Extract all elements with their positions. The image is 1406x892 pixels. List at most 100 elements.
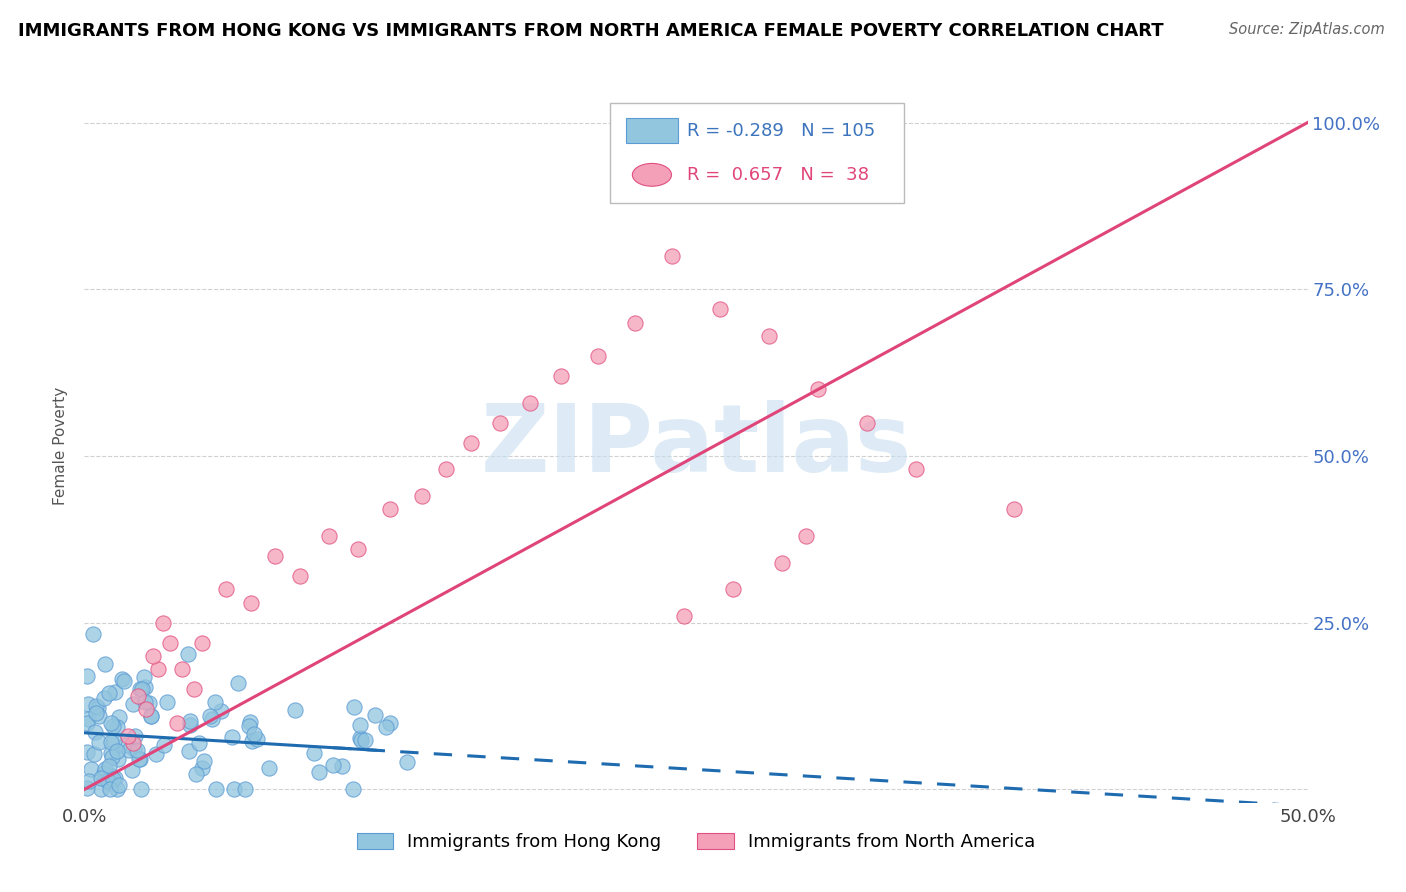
Point [129, 782, 152, 797]
Point [242, 733, 264, 747]
Point [105, 744, 128, 758]
Point [118, 743, 141, 757]
Point [322, 758, 344, 772]
Point [349, 717, 371, 731]
Point [152, 615, 174, 630]
Point [87, 701, 110, 715]
Point [193, 755, 215, 769]
Point [108, 778, 131, 792]
Point [183, 682, 205, 697]
Point [131, 681, 153, 696]
Point [108, 710, 131, 724]
Point [794, 529, 817, 543]
Point [93, 762, 115, 776]
Point [89, 709, 111, 723]
Point [112, 674, 135, 689]
Point [179, 714, 201, 729]
Point [104, 685, 127, 699]
Point [302, 747, 325, 761]
Point [709, 302, 731, 317]
Point [93, 690, 115, 705]
Point [205, 782, 228, 797]
Point [411, 489, 433, 503]
Circle shape [633, 163, 672, 186]
Point [142, 649, 165, 664]
Point [330, 759, 353, 773]
Point [242, 727, 264, 741]
Point [770, 556, 793, 570]
Point [76, 669, 98, 683]
Point [257, 761, 280, 775]
Point [187, 736, 209, 750]
Point [215, 582, 238, 597]
Point [380, 502, 402, 516]
Point [222, 782, 245, 797]
Point [132, 669, 155, 683]
Point [378, 716, 401, 731]
Y-axis label: Female Poverty: Female Poverty [53, 387, 69, 505]
Point [135, 702, 157, 716]
Point [191, 636, 214, 650]
Point [77, 773, 100, 788]
Point [198, 708, 221, 723]
Point [354, 732, 377, 747]
Point [586, 349, 609, 363]
Point [84, 706, 107, 720]
Point [97, 773, 120, 788]
Point [153, 739, 176, 753]
Text: Source: ZipAtlas.com: Source: ZipAtlas.com [1229, 22, 1385, 37]
Point [83, 747, 105, 761]
Point [124, 729, 146, 743]
Point [201, 712, 224, 726]
Point [129, 751, 152, 765]
Point [111, 672, 134, 686]
Point [177, 744, 200, 758]
Point [489, 416, 512, 430]
Point [82, 626, 104, 640]
Point [76, 715, 98, 730]
Point [363, 708, 385, 723]
Point [105, 782, 128, 797]
Point [87, 735, 110, 749]
Text: IMMIGRANTS FROM HONG KONG VS IMMIGRANTS FROM NORTH AMERICA FEMALE POVERTY CORREL: IMMIGRANTS FROM HONG KONG VS IMMIGRANTS … [18, 22, 1164, 40]
Legend: Immigrants from Hong Kong, Immigrants from North America: Immigrants from Hong Kong, Immigrants fr… [350, 825, 1042, 858]
Point [318, 529, 340, 543]
Point [238, 718, 260, 732]
Point [100, 716, 122, 731]
Point [159, 636, 181, 650]
Point [758, 329, 780, 343]
Point [100, 734, 122, 748]
Point [134, 680, 156, 694]
Point [98, 782, 121, 797]
Point [134, 696, 156, 710]
Point [395, 756, 418, 770]
Text: R =  0.657   N =  38: R = 0.657 N = 38 [688, 166, 869, 184]
Point [550, 368, 572, 383]
Point [204, 695, 226, 709]
Point [264, 549, 287, 563]
Point [114, 738, 136, 752]
Text: ZIPatlas: ZIPatlas [481, 400, 911, 492]
Point [343, 700, 366, 714]
Point [146, 662, 169, 676]
Point [97, 759, 120, 773]
Point [347, 542, 370, 557]
Point [76, 712, 98, 726]
Point [84, 698, 107, 713]
Point [90, 782, 112, 797]
Point [103, 734, 125, 748]
Point [145, 747, 167, 761]
Point [172, 662, 194, 676]
Point [122, 736, 145, 750]
Point [519, 395, 541, 409]
Point [1002, 502, 1025, 516]
Point [238, 715, 260, 730]
Point [672, 609, 695, 624]
Point [721, 582, 744, 597]
Point [156, 695, 179, 709]
Point [233, 782, 256, 797]
Point [856, 416, 879, 430]
Point [97, 773, 120, 788]
FancyBboxPatch shape [610, 103, 904, 203]
Point [94, 657, 117, 671]
